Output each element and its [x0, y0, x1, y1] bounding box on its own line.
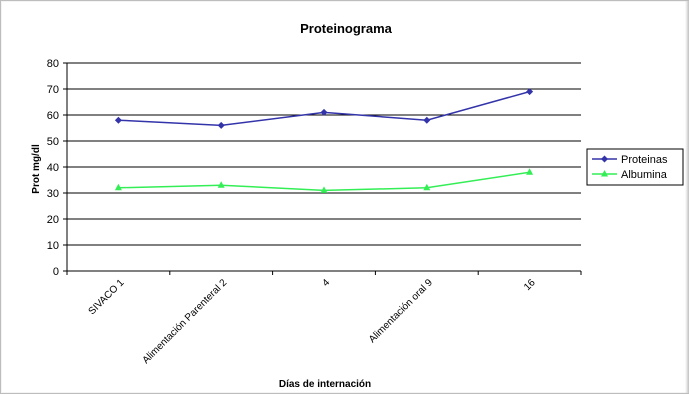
chart-title: Proteinograma: [300, 21, 393, 36]
x-tick-label: SIVACO 1: [87, 277, 127, 317]
legend: Proteinas Albumina: [586, 148, 684, 186]
data-point-proteinas: [217, 121, 225, 129]
data-point-proteinas: [320, 108, 328, 116]
x-tick-label: Alimentación Parenteral 2: [141, 277, 230, 366]
data-point-albumina: [217, 181, 225, 188]
data-point-albumina: [526, 168, 534, 175]
x-tick-label: 4: [320, 277, 332, 289]
data-point-albumina: [320, 186, 328, 193]
y-tick-label: 0: [53, 266, 59, 278]
legend-label: Albumina: [621, 169, 668, 181]
data-point-albumina: [423, 183, 431, 191]
y-tick-label: 30: [47, 188, 59, 200]
y-tick-label: 20: [47, 214, 59, 226]
y-axis-title: Prot mg/dl: [31, 144, 42, 194]
series-line-proteinas: [118, 90, 530, 127]
y-tick-label: 50: [47, 136, 59, 148]
y-tick-label: 80: [47, 58, 59, 70]
x-tick-label: 16: [522, 277, 538, 293]
x-axis-title: Días de internación: [279, 379, 371, 390]
data-point-proteinas: [526, 88, 534, 96]
axes: [66, 63, 582, 275]
data-point-proteinas: [423, 116, 431, 124]
y-tick-label: 60: [47, 110, 59, 122]
data-point-proteinas: [114, 116, 122, 124]
y-tick-label: 70: [47, 84, 59, 96]
legend-marker: [601, 170, 608, 177]
y-tick-labels: 0 10 20 30 40 50 60 70 80: [47, 58, 59, 278]
legend-label: Proteinas: [621, 154, 668, 166]
y-tick-label: 10: [47, 240, 59, 252]
legend-box: [586, 148, 684, 186]
y-tick-label: 40: [47, 162, 59, 174]
series-layer: [114, 88, 534, 193]
data-point-albumina: [114, 183, 122, 191]
x-tick-labels: SIVACO 1 Alimentación Parenteral 2 4 Alimen…: [87, 277, 538, 366]
x-tick-label: Alimentación oral 9: [367, 277, 435, 345]
gridlines: [63, 62, 581, 272]
legend-marker: [601, 155, 608, 163]
